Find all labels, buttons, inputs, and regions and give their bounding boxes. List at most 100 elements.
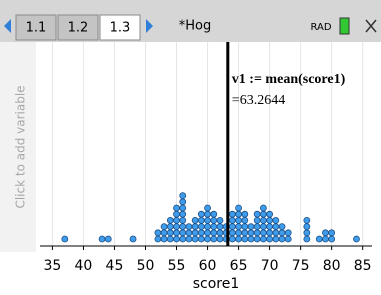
dot	[304, 217, 310, 223]
x-axis-label: score1	[193, 276, 240, 292]
dot	[211, 230, 217, 236]
dot	[161, 224, 167, 230]
dot	[279, 224, 285, 230]
dot	[229, 211, 235, 217]
dot	[217, 236, 223, 242]
x-tick-label: 80	[323, 258, 341, 274]
dot	[267, 230, 273, 236]
dot	[273, 217, 279, 223]
dot	[180, 211, 186, 217]
dot	[329, 236, 335, 242]
dot	[180, 205, 186, 211]
dot	[229, 230, 235, 236]
x-tick-label: 70	[261, 258, 279, 274]
dot	[273, 230, 279, 236]
document-title: *Hog	[179, 19, 211, 34]
dot	[62, 236, 68, 242]
dot	[279, 230, 285, 236]
dot	[205, 211, 211, 217]
dot	[155, 230, 161, 236]
dot	[211, 224, 217, 230]
dot	[174, 230, 180, 236]
dot	[236, 224, 242, 230]
dot	[329, 230, 335, 236]
dot	[186, 224, 192, 230]
mean-value: =63.2644	[232, 93, 285, 108]
dot	[161, 236, 167, 242]
battery	[340, 18, 349, 34]
x-tick-label: 50	[137, 258, 155, 274]
dot	[211, 217, 217, 223]
dot	[174, 211, 180, 217]
dot	[267, 211, 273, 217]
tab[interactable]: 1.2	[58, 15, 98, 40]
dot	[353, 236, 359, 242]
dot	[205, 230, 211, 236]
dot	[186, 236, 192, 242]
dot	[273, 224, 279, 230]
dot	[198, 236, 204, 242]
dot	[304, 236, 310, 242]
dot	[155, 236, 161, 242]
dot	[236, 205, 242, 211]
dot	[254, 217, 260, 223]
dot	[205, 224, 211, 230]
dot	[260, 230, 266, 236]
dot	[236, 211, 242, 217]
dot	[211, 236, 217, 242]
dot	[198, 211, 204, 217]
tab[interactable]: 1.3	[100, 15, 140, 40]
dot	[180, 230, 186, 236]
tab-label: 1.3	[110, 21, 131, 36]
dot	[248, 224, 254, 230]
dot	[105, 236, 111, 242]
x-tick-label: 40	[75, 258, 93, 274]
dot	[254, 230, 260, 236]
tab[interactable]: 1.1	[16, 15, 56, 40]
dot	[254, 211, 260, 217]
dot	[180, 199, 186, 205]
dot	[236, 217, 242, 223]
dot	[192, 217, 198, 223]
dot	[242, 224, 248, 230]
dot	[229, 236, 235, 242]
dot	[322, 230, 328, 236]
dot	[198, 224, 204, 230]
dot	[167, 230, 173, 236]
dot	[236, 236, 242, 242]
dot	[198, 230, 204, 236]
dot	[198, 217, 204, 223]
x-tick-label: 75	[292, 258, 310, 274]
dot	[167, 236, 173, 242]
dot	[242, 236, 248, 242]
dot	[273, 236, 279, 242]
x-tick-label: 45	[106, 258, 124, 274]
dot	[260, 217, 266, 223]
dot	[229, 224, 235, 230]
dot	[285, 230, 291, 236]
dot	[167, 224, 173, 230]
x-tick-label: 65	[230, 258, 248, 274]
dot	[260, 236, 266, 242]
dot	[260, 224, 266, 230]
dot	[180, 193, 186, 199]
dot	[205, 217, 211, 223]
dot	[229, 217, 235, 223]
dot	[174, 205, 180, 211]
dot	[285, 236, 291, 242]
dot	[192, 236, 198, 242]
add-variable-prompt[interactable]: Click to add variable	[14, 85, 28, 208]
dot	[167, 217, 173, 223]
dot	[205, 205, 211, 211]
tab-label: 1.1	[26, 21, 47, 36]
dot	[242, 217, 248, 223]
x-tick-label: 35	[43, 258, 61, 274]
dot	[267, 236, 273, 242]
dot	[217, 230, 223, 236]
dot	[248, 236, 254, 242]
dot	[322, 236, 328, 242]
dot	[260, 205, 266, 211]
screen: *Hog RAD Click to add variable 1.11.21.3…	[0, 0, 381, 295]
dot	[248, 230, 254, 236]
dot	[279, 236, 285, 242]
